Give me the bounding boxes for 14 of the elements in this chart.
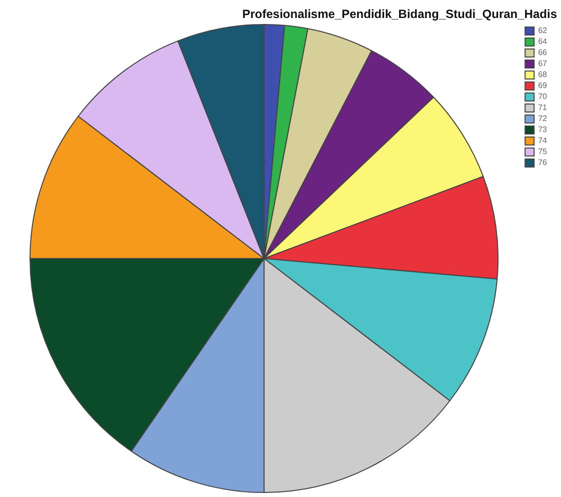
legend-label: 76	[538, 158, 548, 168]
legend-label: 68	[538, 70, 548, 80]
legend-label: 75	[538, 147, 548, 156]
legend-label: 73	[538, 125, 548, 134]
legend-label: 72	[538, 114, 548, 124]
legend-label: 69	[538, 81, 548, 90]
legend-label: 74	[538, 136, 548, 146]
chart-title: Profesionalisme_Pendidik_Bidang_Studi_Quran_Hadis	[241, 6, 558, 23]
legend-label: 64	[538, 37, 548, 46]
legend-label: 62	[538, 26, 548, 36]
legend-label: 66	[538, 48, 548, 58]
legend-label: 70	[538, 92, 548, 102]
legend-label: 71	[538, 103, 548, 112]
legend-label: 67	[538, 59, 548, 68]
